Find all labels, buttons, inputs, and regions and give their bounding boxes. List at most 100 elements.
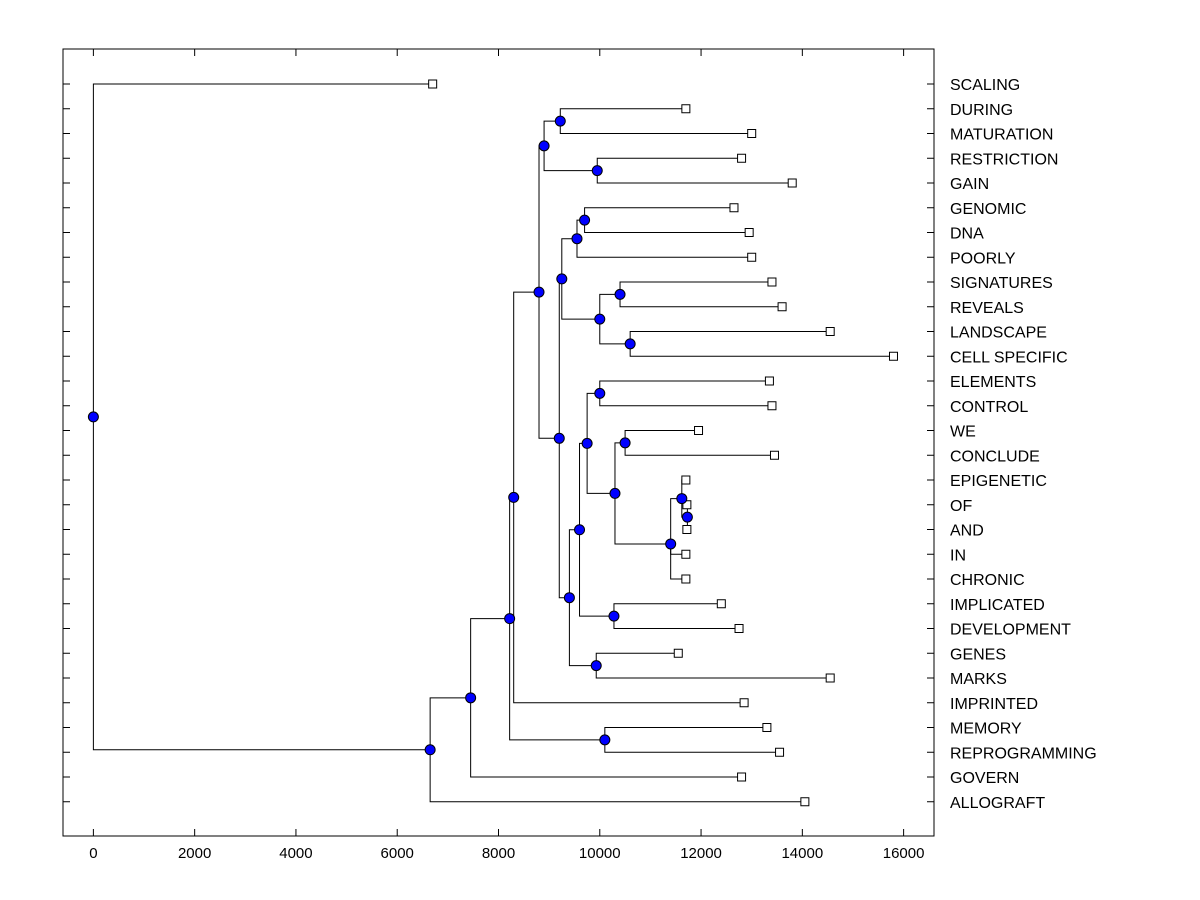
leaf-label: DEVELOPMENT (950, 622, 1071, 639)
leaf-marker (737, 153, 747, 163)
merge-node (465, 692, 477, 704)
plot-frame (62, 48, 935, 837)
merge-node (614, 288, 626, 300)
leaf-label: CHRONIC (950, 572, 1025, 589)
leaf-label: MARKS (950, 671, 1007, 688)
leaf-marker (734, 624, 744, 633)
leaf-label: DURING (950, 102, 1013, 119)
merge-node (563, 592, 575, 604)
branch-edge (670, 543, 686, 580)
merge-node (594, 313, 606, 325)
leaf-marker (787, 178, 797, 188)
leaf-marker (825, 673, 835, 683)
leaf-label: GENOMIC (950, 201, 1026, 218)
leaf-label: IN (950, 547, 966, 564)
branch-edge (538, 292, 560, 439)
x-tick-label: 0 (89, 845, 97, 862)
leaf-label: GOVERN (950, 770, 1019, 787)
branch-edge (568, 597, 597, 667)
leaf-marker (682, 525, 692, 534)
leaf-marker (739, 698, 749, 708)
dendrogram-branches (92, 83, 894, 803)
leaf-marker (737, 772, 747, 782)
merge-node (608, 610, 620, 622)
merge-node (571, 233, 583, 245)
x-tick-label: 14000 (781, 845, 823, 862)
leaf-label: DNA (950, 226, 984, 243)
leaf-marker (694, 426, 704, 435)
merge-node (533, 286, 545, 298)
branch-edge (513, 497, 745, 704)
y-ticks (63, 83, 934, 803)
leaf-marker (681, 475, 691, 485)
leaf-markers (428, 79, 898, 807)
leaf-label: IMPRINTED (950, 696, 1038, 713)
merge-node (619, 437, 631, 449)
branch-edge (92, 416, 431, 751)
x-tick-label: 6000 (381, 845, 414, 862)
leaf-label: CELL SPECIFIC (950, 349, 1068, 366)
branch-edge (579, 529, 614, 617)
leaf-marker (681, 549, 691, 559)
leaf-marker (775, 747, 785, 757)
merge-node (609, 487, 621, 499)
x-tick-label: 10000 (579, 845, 621, 862)
branch-edge (586, 443, 615, 494)
branch-edge (561, 278, 600, 320)
merge-node (538, 140, 550, 152)
branch-edge (576, 238, 752, 258)
leaf-label: POORLY (950, 250, 1016, 267)
x-tick-label: 4000 (279, 845, 312, 862)
merge-node (624, 338, 636, 350)
branch-edge (513, 291, 540, 498)
leaf-label: AND (950, 523, 984, 540)
leaf-label: MATURATION (950, 127, 1053, 144)
leaf-label: EPIGENETIC (950, 473, 1047, 490)
merge-node (676, 493, 688, 505)
branch-edge (92, 83, 433, 417)
branch-edge (470, 618, 510, 698)
leaf-marker (769, 450, 779, 460)
merge-node (574, 524, 586, 536)
leaf-label: REVEALS (950, 300, 1024, 317)
leaf-marker (762, 723, 772, 732)
leaf-label: ALLOGRAFT (950, 795, 1045, 812)
leaf-label: CONTROL (950, 399, 1028, 416)
leaf-label: OF (950, 498, 972, 515)
leaf-marker (777, 302, 787, 312)
leaf-label: SCALING (950, 77, 1020, 94)
x-tick-label: 12000 (680, 845, 722, 862)
leaf-label: IMPLICATED (950, 597, 1045, 614)
branch-edge (429, 697, 471, 750)
leaf-label: SIGNATURES (950, 275, 1053, 292)
merge-node (594, 387, 606, 399)
leaf-label: REPROGRAMMING (950, 745, 1097, 762)
leaf-marker (767, 401, 777, 411)
branch-edge (599, 319, 631, 345)
leaf-marker (764, 376, 774, 386)
leaf-marker (767, 277, 777, 287)
leaf-labels: SCALING DURING MATURATION RESTRICTION GAIN GE… (950, 77, 1097, 812)
leaf-label: MEMORY (950, 721, 1022, 738)
merge-node (581, 437, 593, 449)
branch-edge (470, 697, 742, 778)
merge-node (424, 744, 436, 756)
x-tick-label: 2000 (178, 845, 211, 862)
branch-edge (614, 493, 671, 545)
leaf-label: ELEMENTS (950, 374, 1036, 391)
leaf-label: GENES (950, 646, 1006, 663)
x-axis: 0 2000 4000 6000 8000 10000 12000 14000 16000 (89, 49, 924, 862)
leaf-marker (428, 79, 438, 89)
merge-node (591, 165, 603, 177)
leaf-marker (673, 648, 683, 658)
merge-node (590, 660, 602, 672)
merge-node (681, 511, 693, 523)
merge-node (504, 613, 516, 625)
merge-node (556, 273, 568, 285)
merge-node (553, 432, 565, 444)
leaf-marker (744, 228, 754, 237)
leaf-label: CONCLUDE (950, 448, 1040, 465)
leaf-label: RESTRICTION (950, 151, 1058, 168)
leaf-label: WE (950, 424, 976, 441)
leaf-marker (682, 500, 692, 510)
